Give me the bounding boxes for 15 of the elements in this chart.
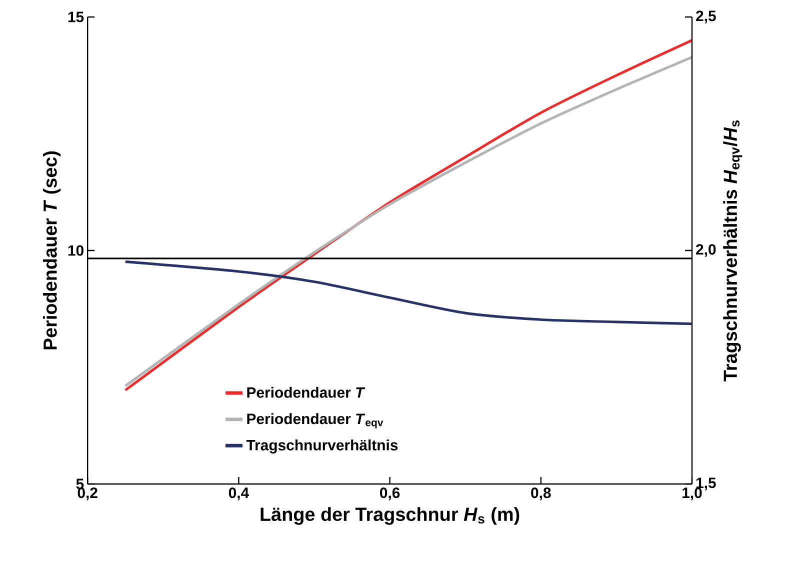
x-tick-label: 0,6 <box>380 488 400 500</box>
y2-axis-title: Tragschnurverhältnis H$_{eqv}$/H$_{s}$ <box>723 120 742 382</box>
x-tick-label: 0,4 <box>228 488 250 500</box>
y-tick-label: 10 <box>68 245 84 256</box>
line-series <box>124 260 692 326</box>
x-tick-label: 0,8 <box>531 488 551 500</box>
legend-label: Periodendauer T$_{eqv}$ <box>247 413 384 428</box>
y-axis-title: Periodendauer T (sec) <box>42 151 61 350</box>
legend-label: Tragschnurverhältnis <box>246 439 398 454</box>
y-tick-label: 15 <box>68 12 84 22</box>
x-tick-label: 0,2 <box>78 488 98 500</box>
legend-label: Periodendauer T <box>247 386 366 398</box>
x-axis-title: Länge der Tragschnur H$_{s}$ (m) <box>260 507 520 525</box>
y2-tick-label: 2,0 <box>696 244 716 257</box>
y2-tick-label: 2,5 <box>696 10 716 24</box>
